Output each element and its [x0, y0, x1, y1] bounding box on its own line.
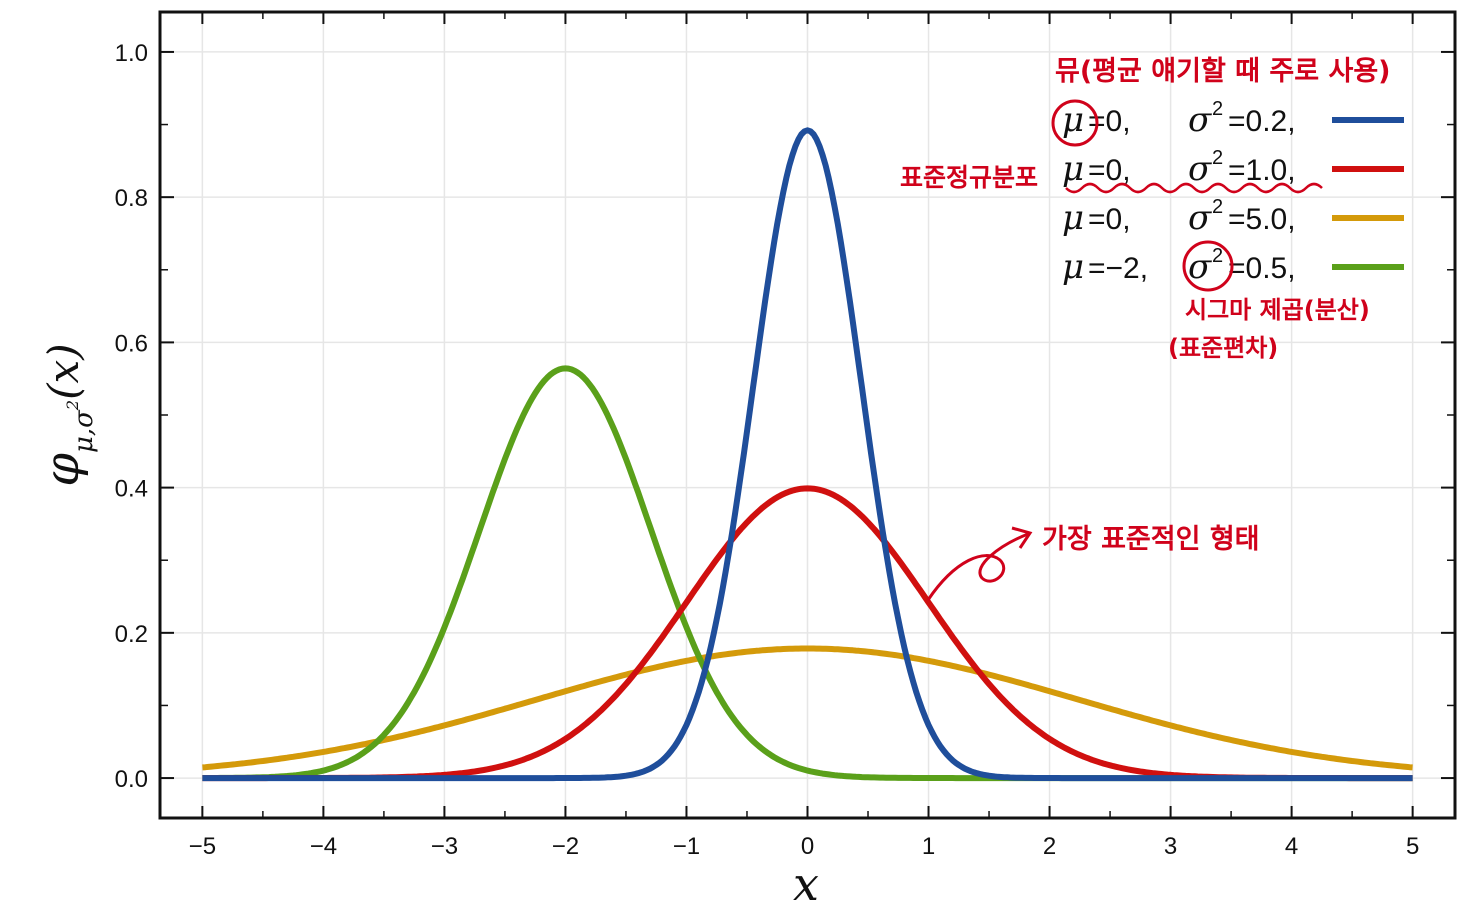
y-axis-subscript: μ,σ [69, 409, 99, 453]
sigma-note-line2: (표준편차) [1168, 334, 1278, 362]
sigma-note-line1: 시그마 제곱(분산) [1185, 296, 1370, 324]
tick-labels: −5 −4 −3 −2 −1 0 1 2 3 4 5 0.0 0.2 0.4 0.6 0.8 1.0 [115, 40, 1420, 860]
mu-note: 뮤(평균 얘기할 때 주로 사용) [1055, 56, 1391, 87]
legend-mu-label: μ [1062, 149, 1084, 189]
x-tick-label: 1 [922, 833, 935, 860]
legend-sigma-exp: 2 [1212, 98, 1223, 120]
legend-sigma-value: =5.0, [1228, 203, 1296, 236]
most-standard-arrow [926, 532, 1029, 601]
x-tick-label: −5 [189, 833, 216, 860]
legend-sigma-value: =1.0, [1228, 154, 1296, 187]
series-line [202, 645, 1413, 771]
legend-mu-value: =0, [1088, 154, 1131, 187]
legend-sigma-exp: 2 [1212, 245, 1223, 267]
legend-mu-label: μ [1062, 247, 1084, 287]
sigma-circle [1182, 240, 1234, 292]
standard-normal-note: 표준정규분포 [900, 163, 1038, 192]
y-axis-title: φμ,σ2(x) [34, 343, 99, 486]
axis-ticks [160, 12, 1455, 818]
legend-sigma-label: σ [1188, 100, 1212, 140]
legend-sigma-label: σ [1188, 247, 1212, 287]
legend-sigma-label: σ [1188, 198, 1212, 238]
legend-sigma-exp: 2 [1212, 196, 1223, 218]
legend-mu-label: μ [1062, 198, 1084, 238]
curves [202, 127, 1413, 782]
y-axis-phi: φ [34, 453, 90, 487]
y-tick-label: 0.8 [115, 185, 148, 212]
annotations: 뮤(평균 얘기할 때 주로 사용) 표준정규분포 시그마 제곱(분산) (표준편… [900, 56, 1391, 601]
x-tick-label: 5 [1406, 833, 1419, 860]
mu-circle [1051, 99, 1099, 147]
y-axis-subscript-exp: 2 [63, 400, 82, 411]
most-standard-note: 가장 표준적인 형태 [1042, 524, 1260, 555]
most-standard-arrowhead [1011, 526, 1033, 549]
legend-sigma-value: =0.5, [1228, 252, 1296, 285]
x-tick-label: −1 [673, 833, 700, 860]
legend-mu-label: μ [1062, 100, 1084, 140]
x-tick-label: 3 [1164, 833, 1177, 860]
x-tick-label: −2 [552, 833, 579, 860]
y-tick-label: 0.2 [115, 621, 148, 648]
x-tick-label: 4 [1285, 833, 1298, 860]
y-axis-arg: (x) [39, 343, 88, 399]
legend: μ =0, σ 2 =0.2,μ =0, σ 2 =1.0,μ =0, σ 2 =5.0,μ =−2, σ 2… [1062, 98, 1404, 287]
x-axis-title: x [793, 857, 819, 911]
legend-entry: μ =−2, σ 2 =0.5, [1062, 245, 1404, 287]
legend-sigma-label: σ [1188, 149, 1212, 189]
legend-entry: μ =0, σ 2 =1.0, [1062, 147, 1404, 189]
y-tick-label: 0.6 [115, 330, 148, 357]
x-tick-label: −4 [310, 833, 337, 860]
legend-mu-value: =0, [1088, 203, 1131, 236]
y-tick-label: 0.0 [115, 766, 148, 793]
y-tick-label: 0.4 [115, 476, 148, 503]
svg-text:φμ,σ2(x): φμ,σ2(x) [34, 343, 99, 486]
x-tick-label: −3 [431, 833, 458, 860]
legend-sigma-exp: 2 [1212, 147, 1223, 169]
standard-normal-underline [1065, 182, 1323, 194]
y-tick-label: 1.0 [115, 40, 148, 67]
x-tick-label: 0 [801, 833, 814, 860]
x-tick-label: 2 [1043, 833, 1056, 860]
legend-entry: μ =0, σ 2 =5.0, [1062, 196, 1404, 238]
legend-mu-value: =−2, [1088, 252, 1148, 285]
legend-sigma-value: =0.2, [1228, 105, 1296, 138]
legend-entry: μ =0, σ 2 =0.2, [1062, 98, 1404, 140]
series-line [202, 127, 1413, 782]
